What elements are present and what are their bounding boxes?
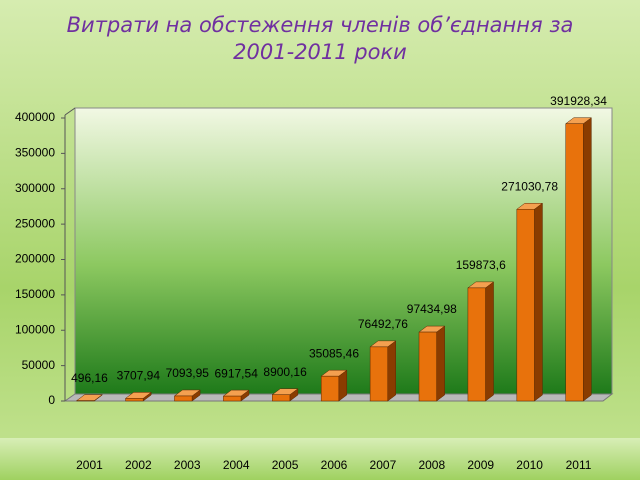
x-tick-label: 2008 [418, 458, 445, 472]
x-tick-label: 2007 [370, 458, 397, 472]
data-label: 496,16 [71, 371, 108, 385]
bar [369, 346, 388, 402]
data-label: 35085,46 [309, 346, 359, 360]
data-label: 97434,98 [407, 302, 457, 316]
data-label: 159873,6 [456, 258, 506, 272]
y-tick-label: 350000 [15, 146, 55, 160]
y-tick-label: 0 [48, 393, 55, 407]
data-label: 391928,34 [550, 94, 607, 108]
bar-side [534, 202, 543, 402]
x-tick-label: 2002 [125, 458, 152, 472]
bar [125, 398, 144, 402]
bar-side [485, 281, 494, 402]
bar [174, 395, 193, 402]
bottom-band [0, 438, 640, 480]
bar [320, 375, 340, 402]
y-axis-depth [64, 107, 76, 116]
bar [272, 394, 291, 402]
y-tick-label: 100000 [15, 322, 55, 336]
bar-side [436, 325, 445, 402]
x-tick-label: 2005 [272, 458, 299, 472]
y-tick-label: 250000 [15, 216, 55, 230]
y-tick-label: 300000 [15, 181, 55, 195]
y-tick-label: 150000 [15, 287, 55, 301]
x-tick-label: 2003 [174, 458, 201, 472]
data-label: 8900,16 [263, 365, 307, 379]
bar-side [387, 340, 396, 402]
data-label: 3707,94 [117, 369, 161, 383]
data-label: 271030,78 [501, 179, 558, 193]
y-tick-label: 200000 [15, 252, 55, 266]
bar [467, 287, 486, 402]
bar [418, 331, 437, 402]
bar [565, 123, 584, 402]
data-label: 6917,54 [214, 366, 258, 380]
bar [223, 395, 242, 402]
y-tick-label: 400000 [15, 110, 55, 124]
data-label: 7093,95 [166, 366, 210, 380]
bar [516, 208, 535, 402]
x-tick-label: 2011 [566, 458, 592, 472]
x-tick-label: 2006 [321, 458, 348, 472]
x-tick-label: 2010 [516, 458, 543, 472]
x-tick-label: 2009 [467, 458, 494, 472]
x-tick-label: 2001 [76, 458, 103, 472]
x-tick-label: 2004 [223, 458, 250, 472]
chart-title: Витрати на обстеження членів об’єднання … [66, 13, 574, 64]
y-tick-label: 50000 [22, 358, 56, 372]
data-label: 76492,76 [358, 317, 408, 331]
bar-side [583, 117, 592, 402]
